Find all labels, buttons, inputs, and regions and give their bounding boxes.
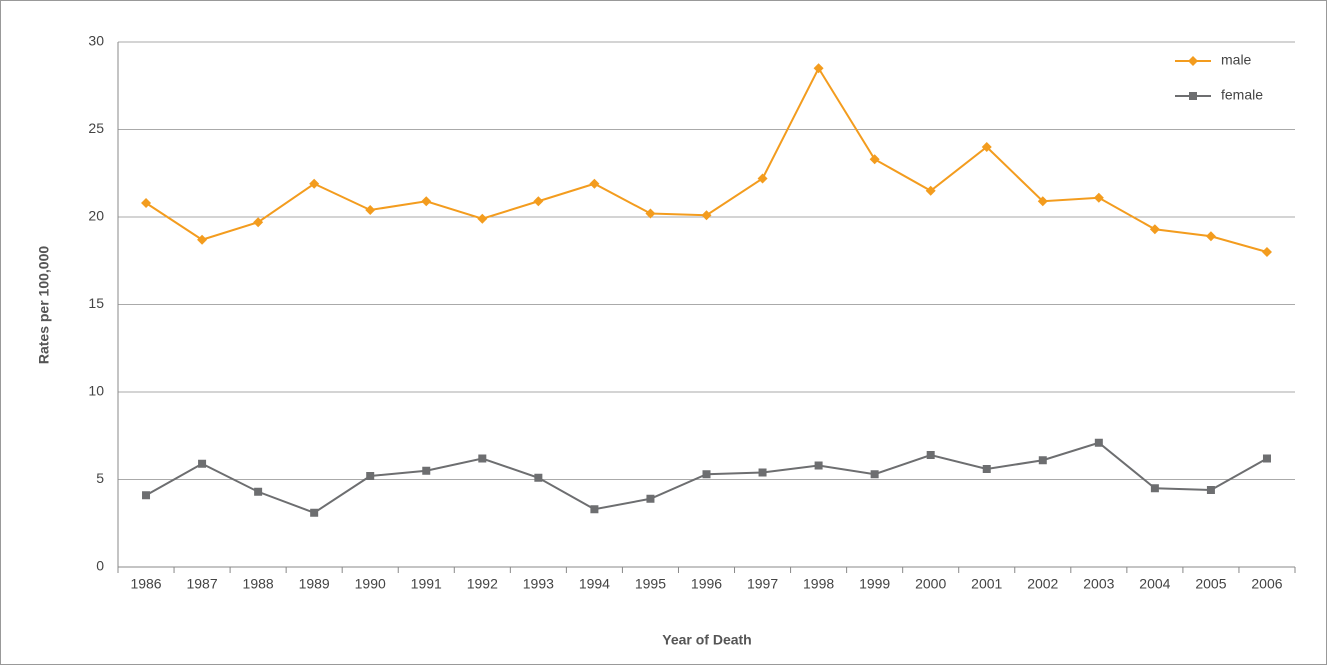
marker [1093, 192, 1104, 203]
x-tick-label: 1990 [355, 576, 386, 592]
x-tick-label: 1999 [859, 576, 890, 592]
marker [534, 473, 543, 482]
x-tick-label: 2003 [1083, 576, 1114, 592]
marker [814, 461, 823, 470]
marker [366, 472, 375, 480]
marker [141, 198, 152, 208]
marker [478, 454, 487, 463]
marker [1262, 454, 1271, 463]
x-tick-label: 1995 [635, 576, 666, 592]
marker [254, 487, 263, 496]
x-tick-label: 2001 [971, 576, 1002, 592]
marker [253, 217, 264, 228]
y-axis-title: Rates per 100,000 [36, 246, 52, 365]
y-tick-label: 5 [96, 470, 104, 486]
marker [142, 491, 151, 500]
x-tick-label: 1988 [243, 576, 274, 592]
x-tick-label: 1987 [186, 576, 217, 592]
marker [1205, 231, 1216, 242]
y-tick-label: 20 [88, 208, 104, 224]
marker [310, 508, 319, 517]
marker [813, 63, 824, 74]
marker [477, 213, 488, 224]
marker [1094, 438, 1103, 447]
marker [533, 196, 544, 207]
x-tick-label: 1996 [691, 576, 722, 592]
marker [646, 494, 655, 503]
marker [590, 505, 599, 514]
marker [198, 459, 207, 468]
x-tick-label: 1989 [299, 576, 330, 592]
marker [1037, 196, 1048, 207]
y-tick-label: 30 [88, 33, 104, 49]
marker [1206, 486, 1215, 494]
marker [701, 210, 712, 221]
marker [197, 234, 208, 245]
x-tick-label: 1993 [523, 576, 554, 592]
marker [981, 142, 992, 152]
y-tick-label: 15 [88, 295, 104, 311]
legend-label: female [1221, 87, 1263, 103]
marker [1261, 247, 1272, 257]
marker [758, 468, 767, 477]
x-tick-label: 2002 [1027, 576, 1058, 592]
y-tick-label: 0 [96, 558, 104, 574]
x-axis-title: Year of Death [662, 632, 751, 648]
marker [1188, 56, 1198, 66]
marker [869, 154, 880, 165]
marker [757, 173, 768, 184]
marker [309, 178, 320, 189]
marker [702, 470, 711, 479]
marker [421, 196, 432, 207]
x-tick-label: 1986 [130, 576, 161, 592]
x-tick-label: 2000 [915, 576, 946, 592]
marker [645, 208, 656, 219]
x-tick-label: 1992 [467, 576, 498, 592]
marker [925, 185, 936, 196]
marker [982, 465, 991, 473]
legend-label: male [1221, 52, 1252, 68]
marker [589, 178, 600, 189]
marker [1038, 456, 1047, 465]
x-tick-label: 1998 [803, 576, 834, 592]
x-tick-label: 2006 [1251, 576, 1282, 592]
x-tick-label: 2005 [1195, 576, 1226, 592]
marker [1149, 224, 1160, 235]
marker [365, 205, 376, 215]
x-tick-label: 2004 [1139, 576, 1170, 592]
x-tick-label: 1997 [747, 576, 778, 592]
marker [1150, 484, 1159, 493]
y-tick-label: 25 [88, 120, 104, 136]
x-tick-label: 1991 [411, 576, 442, 592]
y-tick-label: 10 [88, 383, 104, 399]
marker [926, 451, 935, 459]
marker [870, 470, 879, 479]
marker [1189, 92, 1197, 100]
marker [422, 466, 431, 475]
x-tick-label: 1994 [579, 576, 610, 592]
